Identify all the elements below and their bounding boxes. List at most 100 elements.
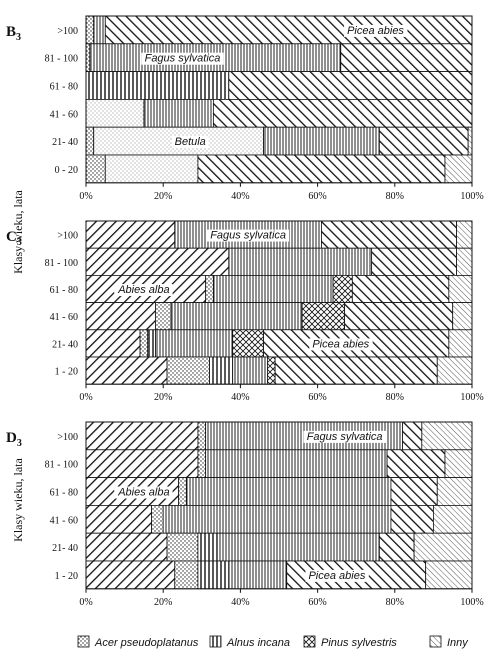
bar-segment-inny: [448, 274, 473, 303]
bar-segment-acer-pseudoplatanus: [85, 15, 95, 45]
bar-segment-acer-pseudoplatanus: [85, 154, 106, 184]
category-label: 41 - 60: [50, 109, 78, 120]
bar-segment-betula: [104, 154, 199, 184]
category-label: 81 - 100: [45, 258, 78, 269]
bar-segment-picea-abies: [378, 126, 469, 156]
category-label: 61 - 80: [50, 285, 78, 296]
bar-segment-acer-pseudoplatanus: [155, 302, 172, 331]
species-label: Fagus sylvatica: [145, 53, 221, 65]
x-tick-label: 80%: [386, 392, 404, 403]
bar-segment-abies-alba: [85, 449, 199, 478]
species-label-box: [207, 229, 290, 242]
x-tick-label: 100%: [460, 392, 483, 403]
category-label: >100: [57, 26, 78, 37]
bar-segment-fagus-sylvatica: [205, 449, 388, 478]
legend-label-acer-pseudoplatanus: Acer pseudoplatanus: [94, 637, 199, 649]
bar-segment-inny: [456, 220, 473, 249]
bar-segment-inny: [467, 126, 473, 156]
bar-segment-picea-abies: [197, 154, 446, 184]
bar-segment-acer-pseudoplatanus: [197, 449, 207, 478]
bar-segment-pinus-sylvestris: [301, 302, 346, 331]
panel-letter: B3: [6, 24, 21, 43]
bar-segment-inny: [425, 560, 473, 590]
panel-d: D3 >100 81 - 100 61 - 80 41 - 60 21- 40 1 - 20…: [6, 421, 484, 608]
bar-segment-abies-alba: [85, 504, 153, 534]
bar-segment-abies-alba: [85, 302, 156, 331]
bar-segment-acer-pseudoplatanus: [139, 329, 149, 358]
x-tick-label: 100%: [460, 191, 483, 202]
bar-segment-pinus-sylvestris: [267, 356, 276, 385]
bar-segment-fagus-sylvatica: [228, 247, 373, 276]
bar-segment-fagus-sylvatica: [162, 504, 392, 534]
legend-swatch-acer-pseudoplatanus: [77, 635, 90, 648]
bar-segment-inny: [452, 302, 473, 331]
bar-segment-inny: [448, 329, 473, 358]
bar-segment-abies-alba: [85, 329, 141, 358]
bar-segment-acer-pseudoplatanus: [85, 126, 95, 156]
species-label: Abies alba: [117, 284, 169, 296]
bar-segment-acer-pseudoplatanus: [174, 560, 199, 590]
y-axis-label: Klasy wieku, lata: [11, 190, 25, 274]
bar-segment-abies-alba: [85, 356, 168, 385]
species-label: Fagus sylvatica: [307, 431, 383, 443]
bar-segment-abies-alba: [85, 220, 176, 249]
x-tick-label: 0%: [79, 191, 92, 202]
bar-segment-pinus-sylvestris: [332, 274, 353, 303]
bar-segment-acer-pseudoplatanus: [166, 532, 199, 562]
x-tick-label: 80%: [386, 191, 404, 202]
category-label: >100: [57, 432, 78, 443]
bar-segment-picea-abies: [390, 504, 434, 534]
species-label-box: [141, 52, 224, 65]
species-label: Betula: [175, 136, 206, 148]
legend-label-pinus-sylvestris: Pinus sylvestris: [321, 637, 397, 649]
bar-segment-picea-abies: [402, 421, 423, 451]
category-label: 81 - 100: [45, 460, 78, 471]
x-tick-label: 40%: [231, 191, 249, 202]
species-label: Picea abies: [308, 570, 365, 582]
legend-swatch-inny: [429, 635, 442, 648]
species-label-box: [114, 284, 173, 296]
panel-b: B3 >100 81 - 100 61 - 80 41 - 60 21- 40 0 - 20…: [6, 15, 484, 202]
bar-segment-fagus-sylvatica: [93, 15, 106, 45]
category-label: 1 - 20: [55, 571, 78, 582]
bar-segment-fagus-sylvatica: [232, 356, 268, 385]
plot-frame: [85, 15, 473, 184]
x-tick-label: 20%: [154, 392, 172, 403]
bar-segment-picea-abies: [274, 356, 438, 385]
category-label: 0 - 20: [55, 165, 78, 176]
bar-segment-fagus-sylvatica: [170, 302, 303, 331]
bar-segment-fagus-sylvatica: [263, 126, 380, 156]
legend-label-alnus-incana: Alnus incana: [226, 637, 290, 649]
species-label-box: [171, 136, 209, 149]
plot-frame: [85, 220, 473, 385]
bar-segment-abies-alba: [85, 532, 168, 562]
bar-segment-inny: [436, 356, 473, 385]
category-label: 41 - 60: [50, 515, 78, 526]
bar-segment-fagus-sylvatica: [212, 274, 334, 303]
bar-segment-acer-pseudoplatanus: [205, 274, 214, 303]
species-label: Picea abies: [347, 25, 404, 37]
bar-segment-fagus-sylvatica: [155, 329, 234, 358]
bar-segment-picea-abies: [378, 532, 415, 562]
bar-segment-picea-abies: [390, 477, 438, 506]
bar-segment-picea-abies: [344, 302, 454, 331]
bar-segment-alnus-incana: [197, 532, 218, 562]
bar-segment-picea-abies: [104, 15, 473, 45]
bar-segment-alnus-incana: [85, 71, 230, 100]
bar-segment-picea-abies: [212, 99, 473, 128]
bar-segment-picea-abies: [386, 449, 446, 478]
x-tick-label: 0%: [79, 597, 92, 608]
species-label: Abies alba: [117, 487, 169, 499]
legend: Acer pseudoplatanus Alnus incana Pinus syl…: [77, 635, 469, 649]
bar-segment-inny: [436, 477, 473, 506]
x-tick-label: 60%: [308, 191, 326, 202]
bar-segment-inny: [432, 504, 473, 534]
x-tick-label: 40%: [231, 392, 249, 403]
bar-segment-fagus-sylvatica: [143, 99, 214, 128]
species-label-box: [309, 338, 373, 351]
x-tick-label: 60%: [308, 597, 326, 608]
x-tick-label: 0%: [79, 392, 92, 403]
x-tick-label: 60%: [308, 392, 326, 403]
bar-segment-picea-abies: [321, 220, 457, 249]
